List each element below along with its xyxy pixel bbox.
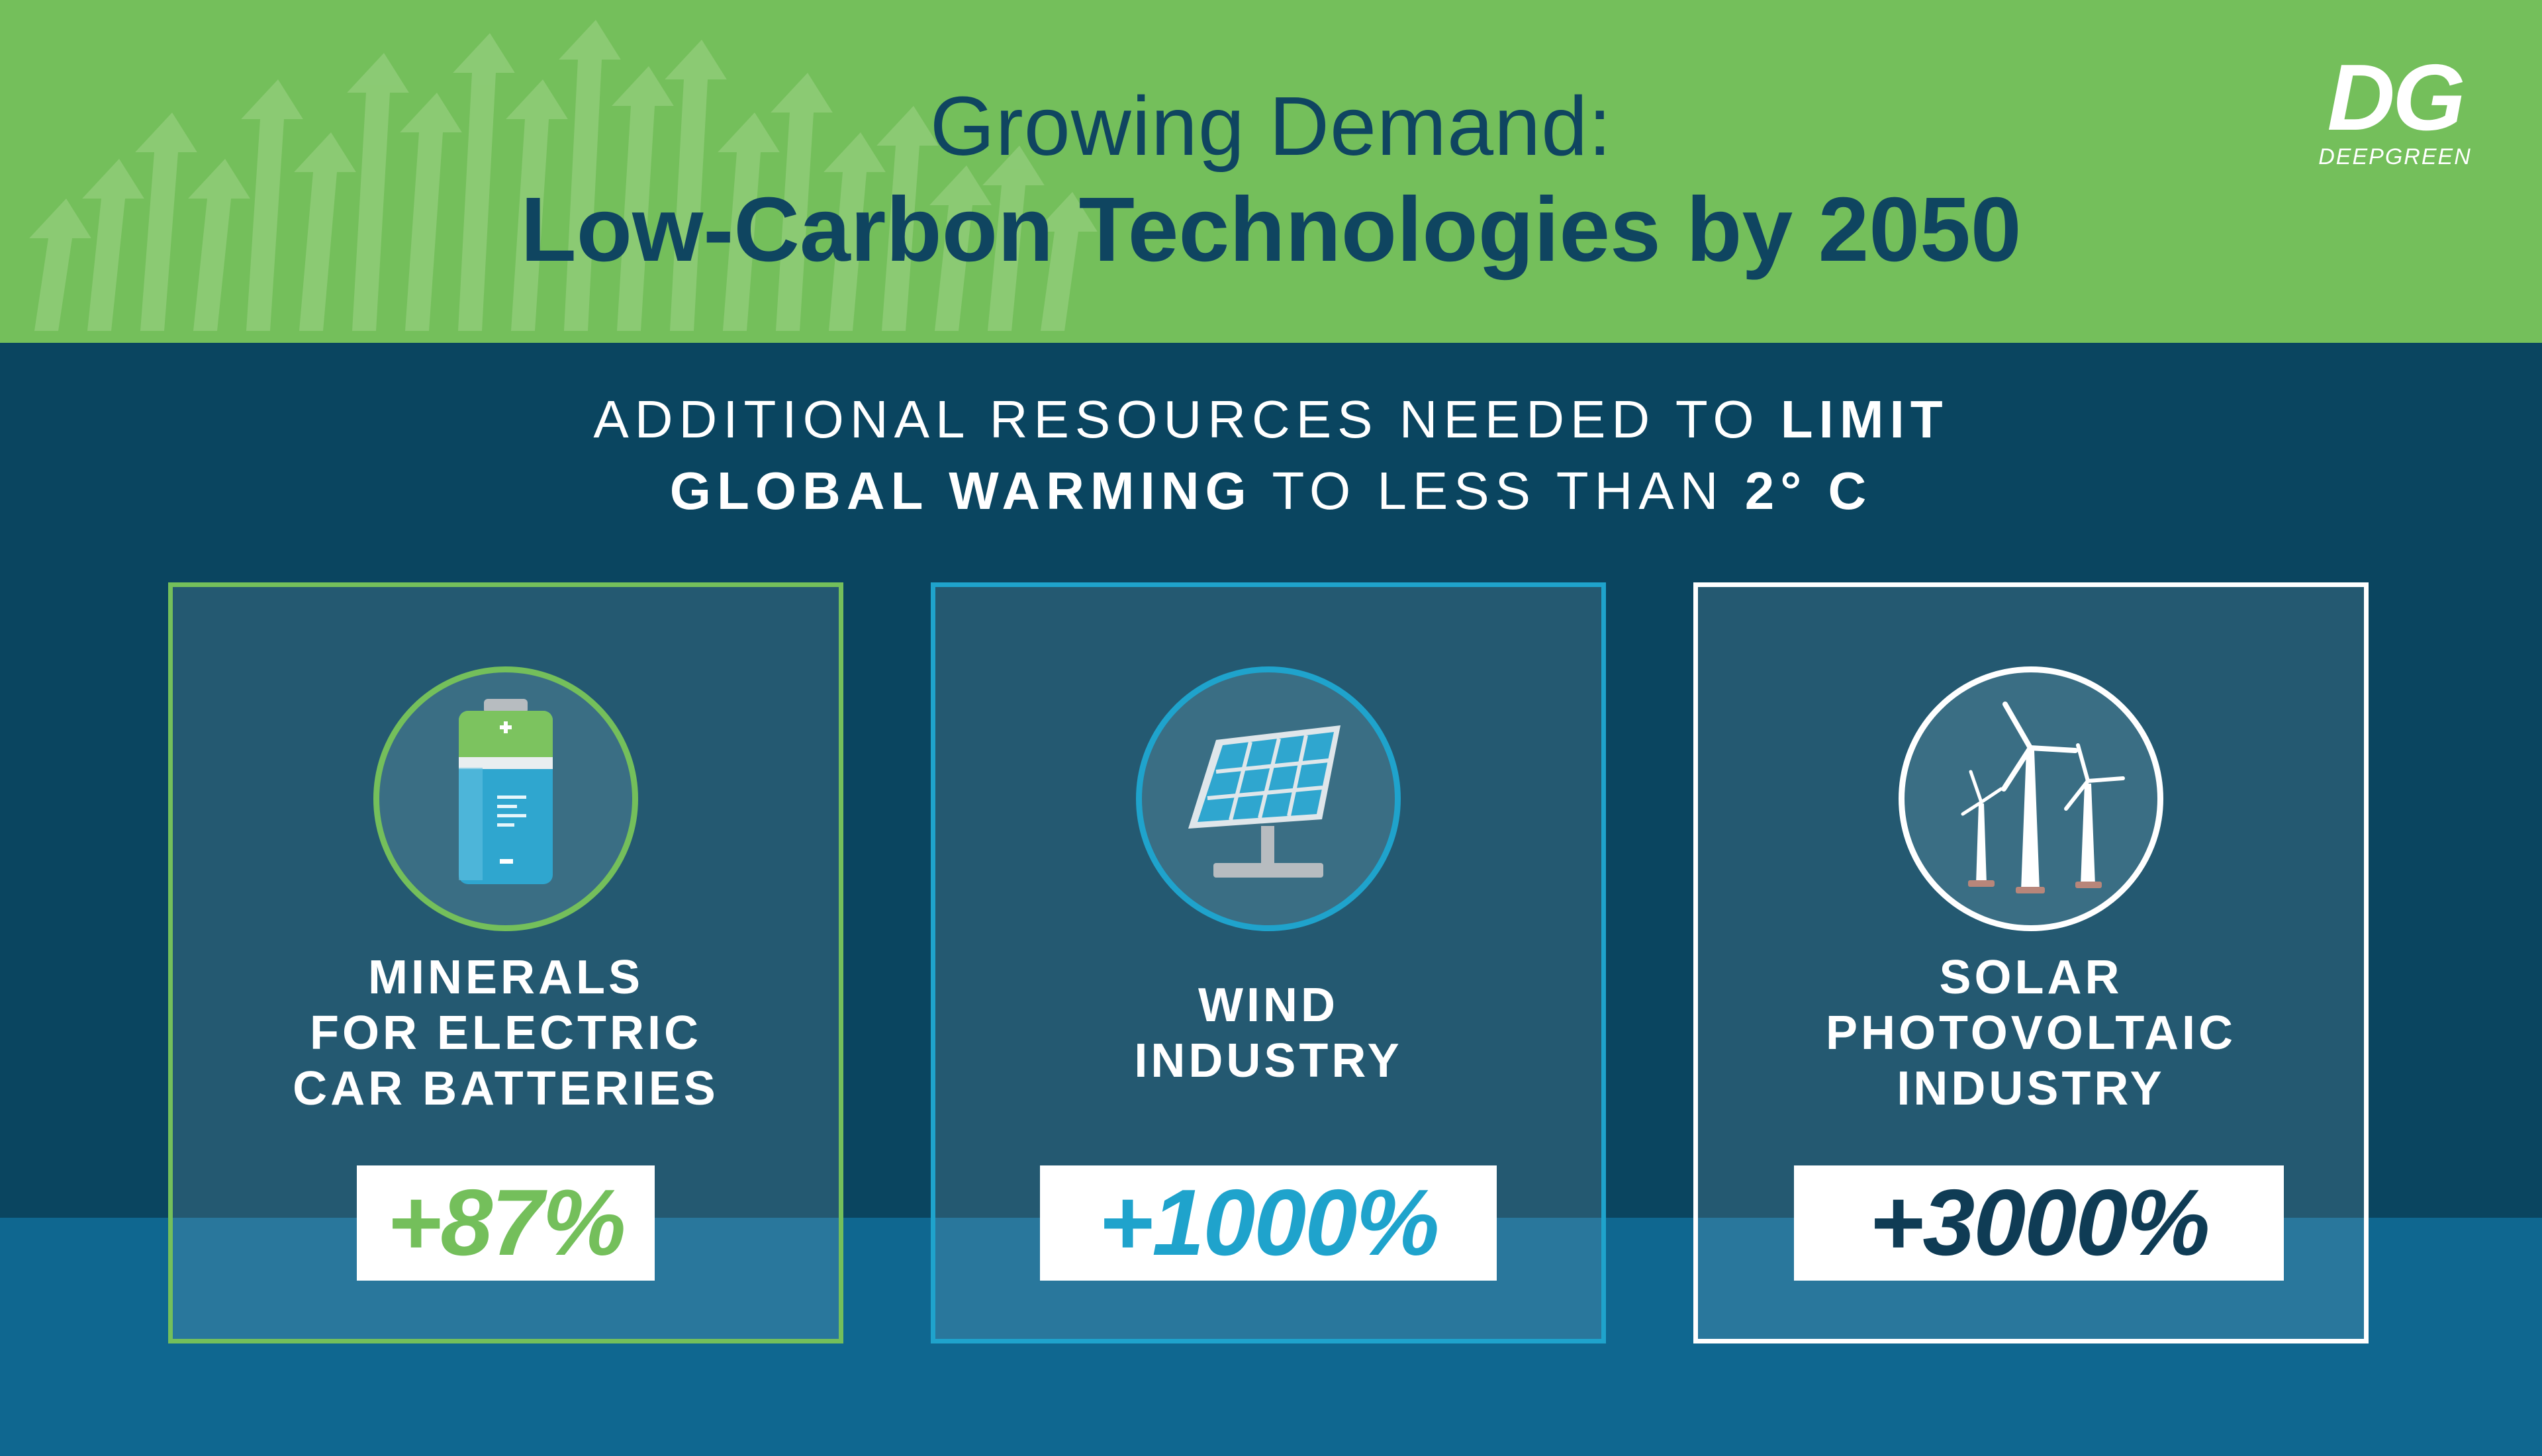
value-wind: +1000% bbox=[1040, 1165, 1497, 1281]
rising-arrow-shape bbox=[29, 199, 91, 331]
card-label-line: SOLAR bbox=[1939, 951, 2123, 1004]
rising-arrow-shape bbox=[453, 33, 515, 331]
battery-icon-circle bbox=[373, 666, 638, 931]
rising-arrow-shape bbox=[824, 132, 886, 331]
rising-arrow-shape bbox=[559, 20, 621, 331]
card-label-minerals: MINERALS FOR ELECTRIC CAR BATTERIES bbox=[173, 950, 839, 1116]
card-label-line: FOR ELECTRIC bbox=[310, 1007, 702, 1060]
rising-arrow-shape bbox=[294, 132, 356, 331]
subtitle-line2-bold-end: 2° C bbox=[1744, 461, 1873, 520]
rising-arrow-shape bbox=[506, 79, 568, 331]
rising-arrow-shape bbox=[347, 53, 409, 331]
card-label-line: MINERALS bbox=[368, 951, 643, 1004]
logo-mark: DG bbox=[2327, 45, 2466, 150]
rising-arrow-shape bbox=[82, 159, 144, 331]
wind-turbine-icon-circle bbox=[1899, 666, 2163, 931]
value-solar: +3000% bbox=[1794, 1165, 2284, 1281]
value-minerals: +87% bbox=[357, 1165, 655, 1281]
card-minerals: MINERALS FOR ELECTRIC CAR BATTERIES +87% bbox=[168, 582, 843, 1343]
logo-text: DEEPGREEN bbox=[2318, 144, 2472, 169]
rising-arrow-shape bbox=[1035, 192, 1098, 331]
card-label-solar: SOLAR PHOTOVOLTAIC INDUSTRY bbox=[1698, 950, 2364, 1116]
subtitle-line2-regular: TO LESS THAN bbox=[1252, 461, 1745, 520]
rising-arrow-shape bbox=[876, 106, 939, 331]
card-label-line: CAR BATTERIES bbox=[293, 1062, 719, 1115]
card-label-line: PHOTOVOLTAIC bbox=[1825, 1007, 2236, 1060]
wind-turbine-icon bbox=[1961, 702, 2125, 893]
page-title-line1: Growing Demand: bbox=[929, 79, 1613, 173]
card-wind: WIND INDUSTRY +1000% bbox=[931, 582, 1606, 1343]
rising-arrow-shape bbox=[241, 79, 303, 331]
card-label-wind: WIND INDUSTRY bbox=[935, 978, 1601, 1089]
subtitle-line1-regular: ADDITIONAL RESOURCES NEEDED TO bbox=[593, 390, 1781, 449]
solar-panel-icon bbox=[1188, 725, 1341, 878]
card-label-line: INDUSTRY bbox=[1134, 1034, 1403, 1087]
subtitle-line2-bold: GLOBAL WARMING bbox=[669, 461, 1252, 520]
header-banner: Growing Demand: Low-Carbon Technologies … bbox=[0, 0, 2542, 343]
card-label-line: WIND bbox=[1198, 979, 1339, 1032]
rising-arrow-shape bbox=[982, 146, 1045, 331]
subtitle-line1-bold: LIMIT bbox=[1780, 390, 1949, 449]
subtitle-line2: GLOBAL WARMING TO LESS THAN 2° C bbox=[0, 461, 2542, 522]
rising-arrow-shape bbox=[718, 113, 780, 331]
solar-panel-icon-circle bbox=[1136, 666, 1401, 931]
battery-icon bbox=[459, 699, 553, 884]
rising-arrow-shape bbox=[771, 73, 833, 331]
rising-arrow-shape bbox=[188, 159, 250, 331]
deepgreen-logo: DG DEEPGREEN bbox=[2296, 44, 2494, 169]
rising-arrow-shape bbox=[612, 66, 674, 331]
rising-arrow-shape bbox=[135, 113, 197, 331]
rising-arrow-shape bbox=[929, 165, 992, 331]
card-label-line: INDUSTRY bbox=[1897, 1062, 2165, 1115]
rising-arrow-shape bbox=[400, 93, 462, 331]
card-solar: SOLAR PHOTOVOLTAIC INDUSTRY +3000% bbox=[1693, 582, 2369, 1343]
subtitle-line1: ADDITIONAL RESOURCES NEEDED TO LIMIT bbox=[0, 389, 2542, 450]
rising-arrow-shape bbox=[665, 40, 727, 331]
page-title-line2: Low-Carbon Technologies by 2050 bbox=[520, 179, 2022, 281]
rising-arrows-decoration bbox=[29, 20, 1098, 331]
